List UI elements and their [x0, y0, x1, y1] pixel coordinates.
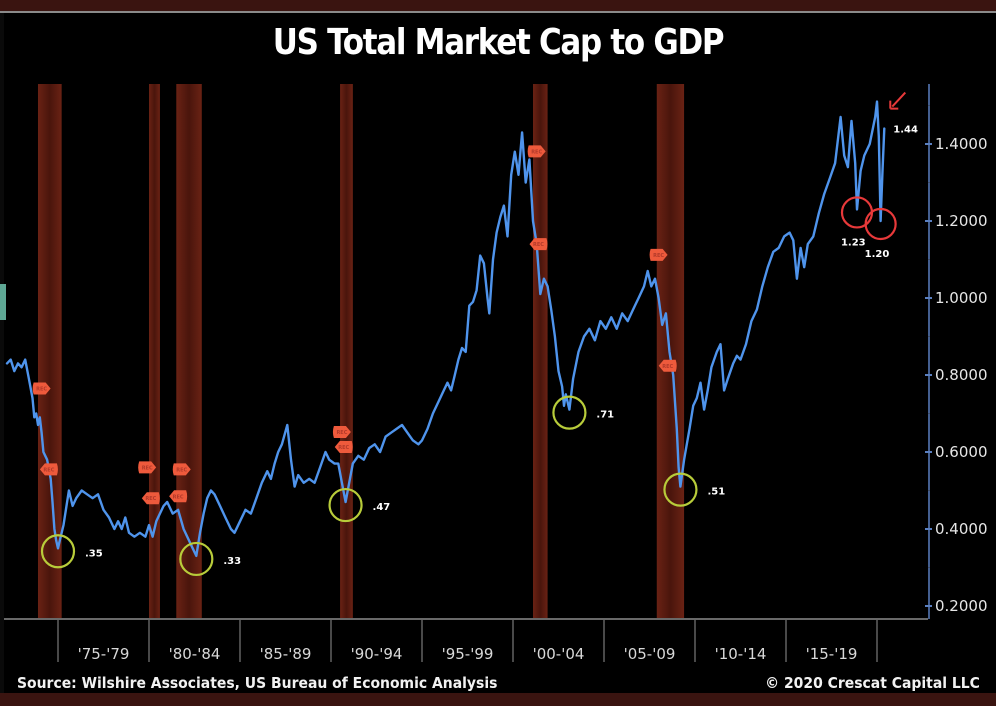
- trough-circle: [40, 534, 76, 569]
- x-tick-label: '05-'09: [624, 645, 676, 663]
- trough-circle: [552, 395, 587, 430]
- recession-marker: REC: [332, 425, 351, 438]
- x-tick-label: '10-'14: [715, 645, 767, 663]
- y-tick-label: 1.2000: [935, 212, 988, 230]
- rec-tag-shape: [658, 359, 677, 372]
- rec-tag-text: REC: [662, 364, 673, 370]
- trough-label: .71: [596, 410, 614, 421]
- y-tick-label: 0.8000: [935, 366, 988, 384]
- rec-tag-text: REC: [176, 467, 187, 473]
- rec-tag-shape: [332, 425, 351, 438]
- recession-band: [533, 84, 548, 618]
- recession-marker: REC: [658, 359, 677, 372]
- recession-marker: REC: [649, 248, 668, 261]
- x-tick-label: '80-'84: [169, 645, 221, 663]
- rec-tag-text: REC: [531, 149, 542, 155]
- current-value-label: 1.44: [893, 125, 918, 136]
- x-axis-periods: '75-'79 '80-'84 '85-'89 '90-'94 '95-'99 '00-'…: [57, 620, 878, 663]
- left-edge-strip: [0, 13, 4, 693]
- recession-markers: REC REC REC REC REC REC REC REC REC REC REC REC: [32, 145, 677, 505]
- rec-tag-shape: [138, 461, 157, 474]
- y-axis: 0.2000 0.4000 0.6000 0.8000 1.0000 1.2000 1.40…: [925, 105, 988, 615]
- recession-band: [176, 84, 202, 618]
- recession-marker: REC: [334, 440, 353, 453]
- chart-title: US Total Market Cap to GDP: [272, 22, 725, 63]
- rec-tag-shape: [39, 463, 58, 476]
- recession-marker: REC: [138, 461, 157, 474]
- rec-tag-shape: [169, 490, 188, 503]
- y-tick-label: 1.4000: [935, 135, 988, 153]
- trough-circle: [328, 487, 363, 523]
- x-tick-label: '85-'89: [260, 645, 312, 663]
- recession-band: [149, 84, 160, 618]
- recent-low-label: 1.20: [865, 249, 890, 260]
- y-tick-label: 0.2000: [935, 597, 988, 615]
- rec-tag-text: REC: [173, 494, 184, 500]
- recent-low-label: 1.23: [841, 237, 866, 248]
- rec-tag-text: REC: [43, 467, 54, 473]
- trough-circle: [179, 541, 214, 577]
- source-note: Source: Wilshire Associates, US Bureau o…: [17, 674, 498, 692]
- left-edge-tab: [0, 284, 6, 320]
- x-tick-label: '75-'79: [78, 645, 130, 663]
- rec-tag-text: REC: [145, 496, 156, 502]
- x-tick-label: '15-'19: [806, 645, 858, 663]
- rec-tag-shape: [141, 492, 160, 505]
- rec-tag-text: REC: [142, 465, 153, 471]
- y-tick-label: 0.6000: [935, 443, 988, 461]
- y-tick-label: 1.0000: [935, 289, 988, 307]
- x-tick-label: '95-'99: [442, 645, 494, 663]
- rec-tag-shape: [172, 463, 191, 476]
- rec-tag-text: REC: [36, 386, 47, 392]
- y-tick-label: 0.4000: [935, 520, 988, 538]
- recession-marker: REC: [527, 145, 546, 158]
- rec-tag-shape: [334, 440, 353, 453]
- bottom-frame-strip: [0, 693, 996, 706]
- trough-label: .33: [223, 556, 241, 567]
- rec-tag-text: REC: [533, 242, 544, 248]
- x-tick-label: '00-'04: [533, 645, 585, 663]
- recession-marker: REC: [169, 490, 188, 503]
- recession-marker: REC: [529, 238, 548, 251]
- recession-bands: [37, 84, 685, 618]
- top-frame-strip: [0, 0, 996, 13]
- recession-band: [340, 84, 353, 618]
- recent-low-circle: [864, 207, 897, 241]
- rec-tag-shape: [32, 382, 51, 395]
- recession-band: [37, 84, 62, 618]
- arrow-head-icon: [889, 100, 899, 110]
- rec-tag-text: REC: [653, 253, 664, 259]
- rec-tag-shape: [649, 248, 668, 261]
- recession-marker: REC: [39, 463, 58, 476]
- trough-circle: [663, 472, 698, 507]
- x-tick-label: '90-'94: [351, 645, 403, 663]
- trough-label: .51: [707, 487, 725, 498]
- trough-label: .35: [85, 548, 103, 559]
- rec-tag-text: REC: [338, 445, 349, 451]
- rec-tag-text: REC: [336, 430, 347, 436]
- series-layer: [5, 100, 886, 558]
- rec-tag-shape: [527, 145, 546, 158]
- arrow-icon: [891, 91, 907, 108]
- rec-tag-shape: [529, 238, 548, 251]
- recession-marker: REC: [141, 492, 160, 505]
- series-line-market-cap-gdp: [5, 100, 886, 558]
- trough-label: .47: [373, 502, 391, 513]
- recession-marker: REC: [172, 463, 191, 476]
- annotations: .35 .33 .47 .71 .51 1.231.20 1.44: [40, 91, 918, 577]
- copyright-note: © 2020 Crescat Capital LLC: [765, 674, 980, 692]
- recession-marker: REC: [32, 382, 51, 395]
